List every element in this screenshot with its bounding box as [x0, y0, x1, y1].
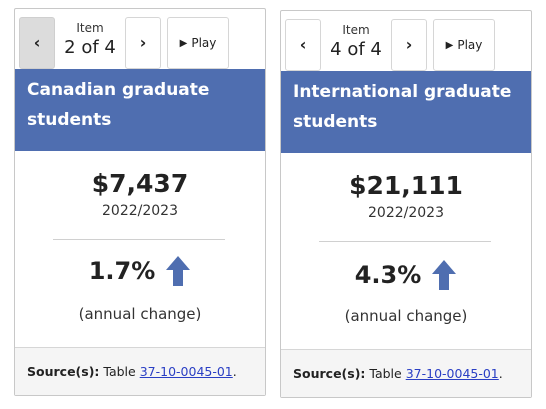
stat-value: $21,111: [349, 171, 463, 200]
change-label: (annual change): [344, 307, 468, 325]
play-button[interactable]: ▶ Play: [167, 17, 229, 69]
item-count: 4 of 4: [330, 39, 382, 60]
change-value: 1.7%: [88, 257, 156, 285]
source-text: Table: [369, 366, 402, 381]
stat-value: $7,437: [91, 169, 189, 198]
card-title: International graduate students: [281, 71, 531, 153]
item-word: Item: [342, 23, 370, 37]
play-button[interactable]: ▶ Play: [433, 19, 495, 71]
source-label: Source(s):: [27, 364, 100, 379]
source-table-link[interactable]: 37-10-0045-01: [405, 366, 499, 381]
play-label: Play: [191, 36, 217, 50]
divider: [53, 239, 225, 240]
chevron-left-icon: ‹: [299, 35, 307, 54]
arrow-up-icon: [432, 260, 457, 290]
card-title: Canadian graduate students: [15, 69, 265, 151]
annual-change-row: 4.3%: [281, 257, 531, 293]
item-indicator: Item 2 of 4: [55, 17, 125, 69]
change-label: (annual change): [78, 305, 202, 323]
play-label: Play: [457, 38, 483, 52]
source-end: .: [498, 366, 503, 381]
previous-item-button[interactable]: ‹: [19, 17, 55, 69]
arrow-up-icon: [166, 256, 191, 286]
source-footer: Source(s): Table 37-10-0045-01.: [15, 347, 265, 395]
carousel-controls: ‹ Item 2 of 4 › ▶ Play: [15, 17, 265, 69]
play-icon: ▶: [179, 37, 188, 49]
stat-card-canadian: ‹ Item 2 of 4 › ▶ Play Canadian graduate…: [14, 8, 266, 396]
chevron-right-icon: ›: [405, 35, 413, 54]
source-end: .: [232, 364, 237, 379]
carousel-controls: ‹ Item 4 of 4 › ▶ Play: [281, 19, 531, 71]
source-label: Source(s):: [293, 366, 366, 381]
chevron-right-icon: ›: [139, 33, 147, 52]
item-word: Item: [76, 21, 104, 35]
item-indicator: Item 4 of 4: [321, 19, 391, 71]
stat-card-international: ‹ Item 4 of 4 › ▶ Play International gra…: [280, 10, 532, 398]
source-table-link[interactable]: 37-10-0045-01: [139, 364, 233, 379]
divider: [319, 241, 491, 242]
stat-period: 2022/2023: [368, 205, 444, 221]
source-text: Table: [103, 364, 136, 379]
chevron-left-icon: ‹: [33, 33, 41, 52]
source-footer: Source(s): Table 37-10-0045-01.: [281, 349, 531, 397]
play-icon: ▶: [445, 39, 454, 51]
annual-change-row: 1.7%: [15, 253, 265, 289]
item-count: 2 of 4: [64, 37, 116, 58]
next-item-button[interactable]: ›: [125, 17, 161, 69]
change-value: 4.3%: [354, 261, 422, 289]
previous-item-button[interactable]: ‹: [285, 19, 321, 71]
stat-period: 2022/2023: [102, 203, 178, 219]
next-item-button[interactable]: ›: [391, 19, 427, 71]
